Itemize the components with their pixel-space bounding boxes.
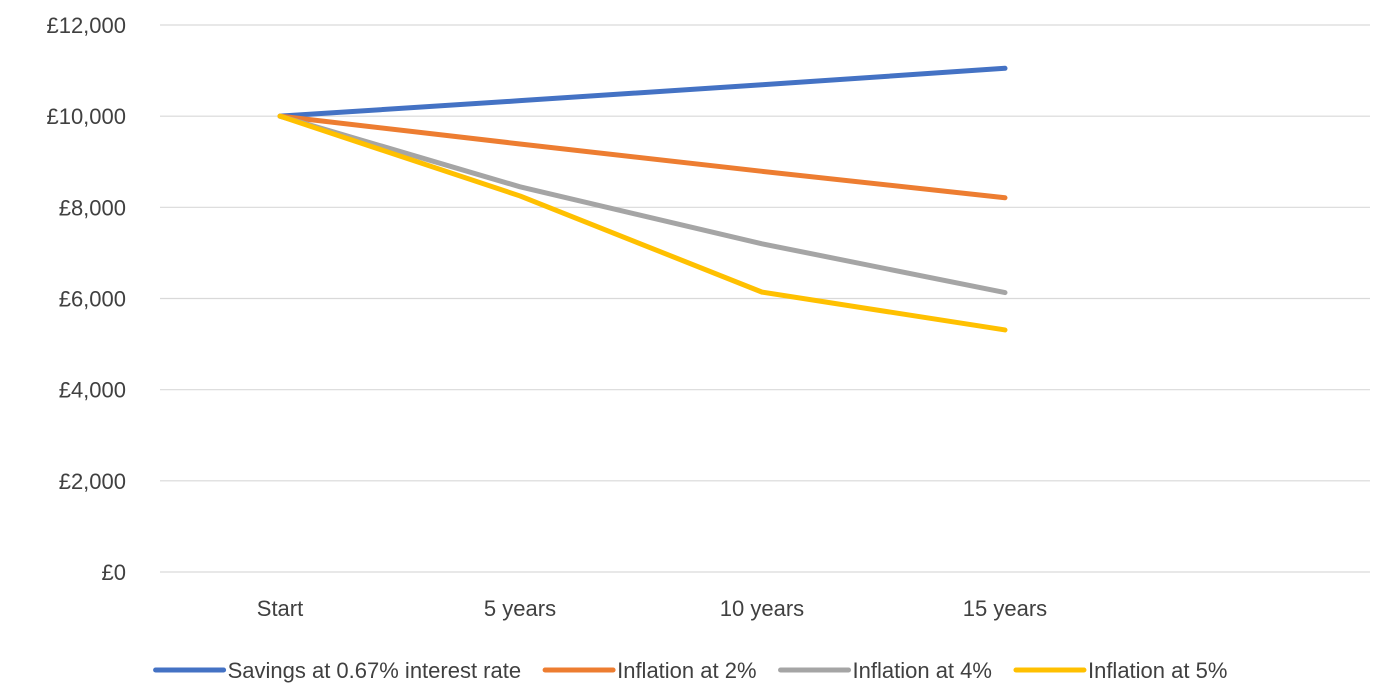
x-tick-label: 5 years (484, 596, 556, 621)
y-tick-label: £2,000 (59, 469, 126, 494)
legend-item: Inflation at 2% (542, 658, 757, 683)
y-tick-label: £10,000 (46, 104, 126, 129)
series-line-2 (277, 113, 1008, 201)
x-tick-label: 15 years (963, 596, 1047, 621)
y-tick-label: £8,000 (59, 195, 126, 220)
series-line-3 (277, 113, 1008, 296)
y-tick-label: £0 (102, 560, 126, 585)
legend-item: Inflation at 4% (778, 658, 992, 683)
series-lines (277, 65, 1008, 333)
legend-label: Inflation at 5% (1088, 658, 1227, 683)
y-tick-label: £6,000 (59, 287, 126, 312)
legend-label: Savings at 0.67% interest rate (228, 658, 522, 683)
legend-item: Inflation at 5% (1013, 658, 1227, 683)
legend-item: Savings at 0.67% interest rate (153, 658, 522, 683)
y-axis: £0 £2,000 £4,000 £6,000 £8,000 £10,000 £12,000 (46, 13, 126, 585)
legend-label: Inflation at 2% (617, 658, 756, 683)
x-axis: Start 5 years 10 years 15 years (257, 596, 1047, 621)
y-tick-label: £12,000 (46, 13, 126, 38)
legend: Savings at 0.67% interest rate Inflation … (153, 658, 1227, 683)
y-tick-label: £4,000 (59, 378, 126, 403)
series-line-4 (277, 113, 1008, 333)
x-tick-label: 10 years (720, 596, 804, 621)
gridlines (160, 24, 1370, 573)
legend-label: Inflation at 4% (853, 658, 992, 683)
series-line-1 (277, 65, 1008, 119)
x-tick-label: Start (257, 596, 303, 621)
